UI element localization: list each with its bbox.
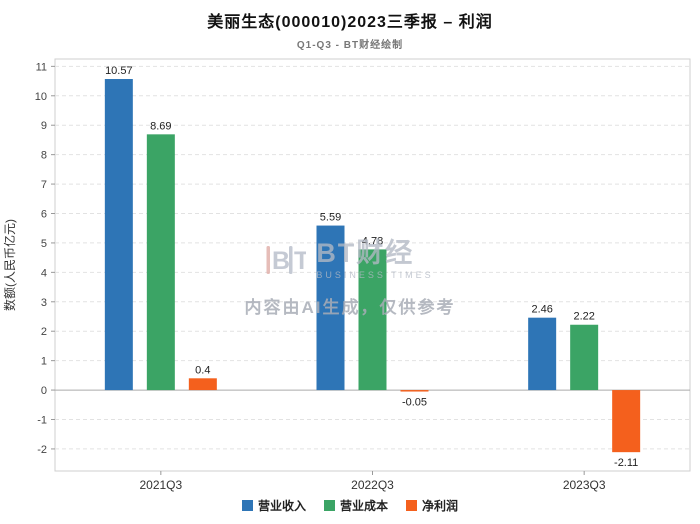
legend-label-net-profit: 净利润 bbox=[422, 499, 459, 513]
chart-subtitle: Q1-Q3 - BT财经绘制 bbox=[296, 40, 404, 51]
legend-item-cost: 营业成本 bbox=[323, 497, 388, 514]
y-tick-label: 8 bbox=[41, 150, 47, 162]
bar-value-label: -0.05 bbox=[402, 397, 427, 409]
chart-legend: 营业收入 营业成本 净利润 bbox=[0, 497, 700, 514]
chart-title: 美丽生态(000010)2023三季报 – 利润 bbox=[207, 14, 493, 31]
y-tick-label: 4 bbox=[41, 267, 47, 279]
bar-value-label: 5.59 bbox=[320, 212, 341, 224]
bar-value-label: 10.57 bbox=[105, 65, 133, 77]
y-axis-title: 数额(人民币亿元) bbox=[2, 219, 17, 311]
bar-value-label: -2.11 bbox=[614, 457, 638, 469]
y-tick-label: 11 bbox=[36, 61, 47, 73]
bar bbox=[528, 317, 557, 391]
bar-chart-svg: -2 -1 0 1 2 3 4 5 6 7 8 9 10 11 2021Q3 10.57 8.69 0.4 2022… bbox=[2, 58, 691, 492]
y-tick-label: 5 bbox=[41, 238, 47, 250]
y-tick-label: 3 bbox=[41, 297, 47, 309]
bar-value-label: 0.4 bbox=[195, 364, 210, 376]
y-tick-label: 1 bbox=[41, 356, 47, 368]
y-tick-label: -2 bbox=[37, 444, 47, 456]
bar bbox=[570, 324, 599, 391]
y-tick-label: 6 bbox=[41, 209, 47, 221]
bar bbox=[358, 249, 387, 391]
y-tick-label: 9 bbox=[41, 120, 47, 132]
bar bbox=[146, 134, 175, 391]
y-tick-label: 10 bbox=[35, 91, 47, 103]
bar-value-label: 2.22 bbox=[573, 311, 594, 323]
x-tick-label: 2021Q3 bbox=[139, 478, 182, 492]
legend-label-cost: 营业成本 bbox=[339, 499, 388, 513]
bar-value-label: 2.46 bbox=[531, 304, 552, 316]
legend-item-net-profit: 净利润 bbox=[406, 497, 458, 514]
y-tick-label: 2 bbox=[41, 326, 47, 338]
bar bbox=[316, 225, 345, 391]
bar-value-label: 4.78 bbox=[362, 235, 383, 247]
legend-swatch-cost bbox=[323, 500, 335, 511]
bar-value-label: 8.69 bbox=[150, 120, 171, 132]
legend-label-revenue: 营业收入 bbox=[257, 499, 306, 513]
legend-swatch-revenue bbox=[241, 500, 253, 511]
legend-item-revenue: 营业收入 bbox=[241, 497, 306, 514]
y-tick-label: 0 bbox=[41, 385, 47, 397]
x-tick-label: 2023Q3 bbox=[563, 478, 606, 492]
bar bbox=[400, 390, 429, 392]
legend-swatch-net-profit bbox=[406, 500, 417, 511]
bar bbox=[104, 79, 133, 391]
bar bbox=[612, 390, 641, 453]
x-tick-label: 2022Q3 bbox=[351, 478, 394, 492]
bar bbox=[188, 378, 217, 391]
y-tick-label: 7 bbox=[41, 179, 47, 191]
y-tick-label: -1 bbox=[37, 415, 47, 427]
